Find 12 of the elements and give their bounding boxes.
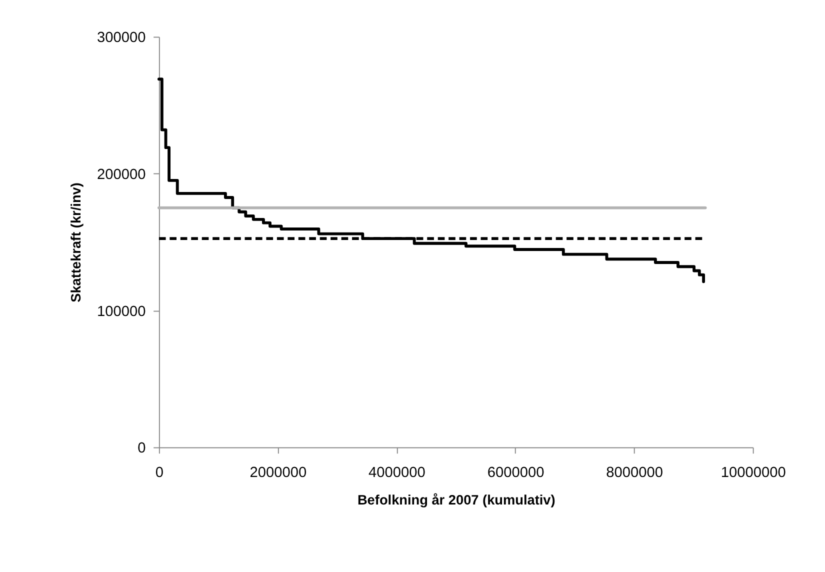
y-tick-label: 300000 [97,30,146,46]
x-tick-label: 8000000 [606,465,663,482]
x-tick-label: 10000000 [720,465,786,482]
x-axis-title: Befolkning år 2007 (kumulativ) [357,492,556,508]
y-tick-label: 100000 [97,304,146,320]
y-tick-label: 0 [138,440,146,457]
x-tick-label: 6000000 [487,465,544,482]
x-tick-label: 2000000 [250,465,307,482]
x-tick-label: 4000000 [368,465,426,482]
y-axis-title: Skattekraft (kr/inv) [68,182,84,302]
x-tick-label: 0 [155,465,164,482]
y-tick-label: 200000 [97,166,146,183]
